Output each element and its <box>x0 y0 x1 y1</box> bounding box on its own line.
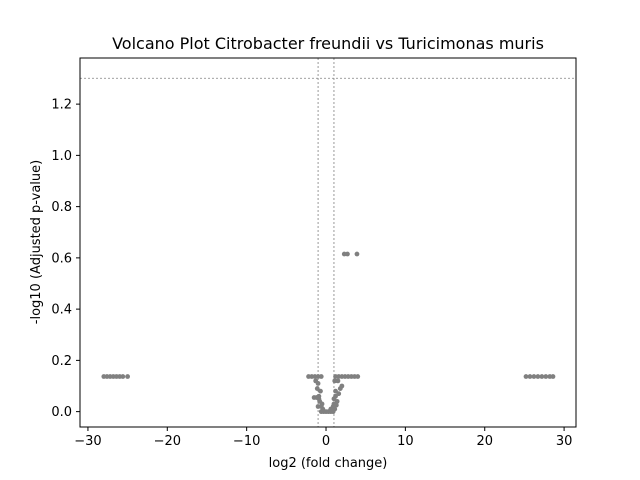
data-point <box>337 386 343 391</box>
y-tick-label: 0.8 <box>51 200 72 215</box>
axes-frame <box>79 57 577 428</box>
chart-title: Volcano Plot Citrobacter freundii vs Tur… <box>112 34 544 53</box>
x-tick-label: 10 <box>397 434 414 449</box>
y-tick-label: 0.0 <box>51 405 72 420</box>
y-tick-label: 0.2 <box>51 354 72 369</box>
x-tick-label: −30 <box>74 434 101 449</box>
data-point <box>355 374 361 379</box>
data-point <box>527 374 533 379</box>
x-tick-label: 20 <box>476 434 493 449</box>
y-axis-label: -log10 (Adjusted p-value) <box>29 160 44 324</box>
data-point <box>354 251 360 257</box>
data-point <box>120 374 126 379</box>
data-point <box>311 395 317 400</box>
plot-area <box>79 57 577 428</box>
data-point <box>535 374 541 379</box>
x-axis: −30 −20 −10 0 10 20 30 <box>74 427 572 449</box>
data-point <box>318 374 324 379</box>
x-tick-label: −20 <box>154 434 181 449</box>
data-point <box>125 374 131 379</box>
y-axis: 0.0 0.2 0.4 0.6 0.8 1.0 1.2 <box>51 98 80 420</box>
data-points <box>101 251 556 415</box>
data-point <box>523 374 529 379</box>
x-tick-label: 0 <box>322 434 330 449</box>
y-tick-label: 1.2 <box>51 98 72 113</box>
data-point <box>330 409 336 415</box>
threshold-lines <box>80 58 576 427</box>
y-tick-label: 0.6 <box>51 251 72 266</box>
data-point <box>543 374 549 379</box>
data-point <box>318 388 323 394</box>
y-tick-label: 1.0 <box>51 149 72 164</box>
x-axis-label: log2 (fold change) <box>269 456 388 471</box>
data-point <box>539 374 545 379</box>
data-point <box>315 381 321 386</box>
y-tick-label: 0.4 <box>51 303 72 318</box>
data-point <box>345 251 350 257</box>
data-point <box>335 378 341 384</box>
data-point <box>531 374 537 379</box>
data-point <box>318 409 324 415</box>
x-tick-label: −10 <box>233 434 260 449</box>
data-point <box>550 374 556 379</box>
x-tick-label: 30 <box>556 434 573 449</box>
